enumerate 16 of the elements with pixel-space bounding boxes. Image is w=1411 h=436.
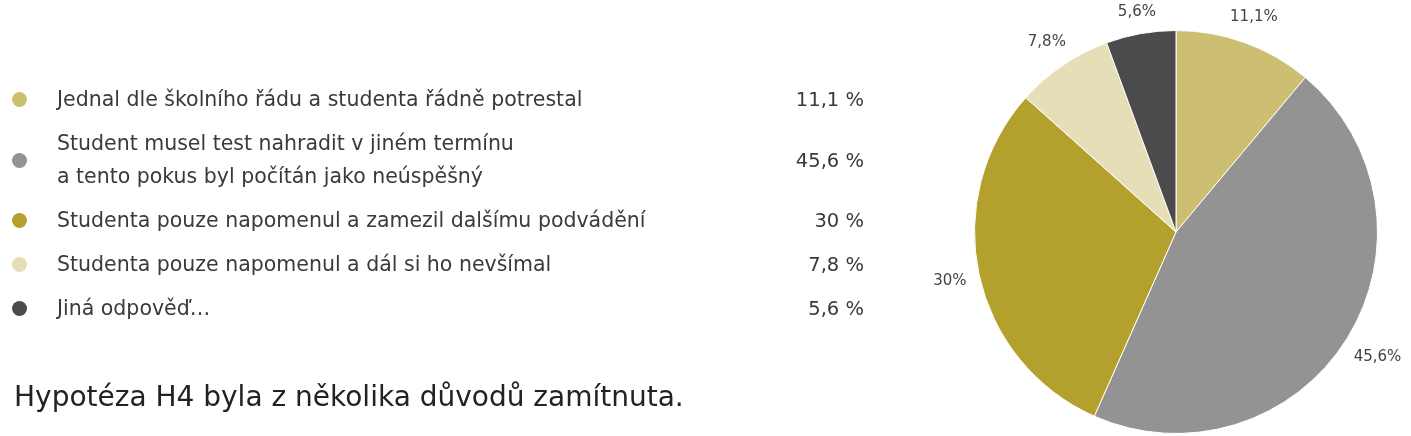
legend-label: Student musel test nahradit v jiném termínu a tento pokus byl počítán jako neúspěšný	[57, 130, 515, 190]
text: 11,1 %	[794, 87, 864, 113]
text: 30 %	[813, 208, 864, 234]
legend-label: Jiná odpověď…	[57, 295, 212, 322]
data-label: 45,6%	[1353, 347, 1402, 366]
data-label: 5,6%	[1117, 1, 1156, 20]
text: 5,6 %	[807, 296, 864, 322]
text: 45,6 %	[794, 147, 864, 174]
data-label: 11,1%	[1230, 7, 1278, 26]
legend-label: Studenta pouze napomenul a dál si ho nevšímal	[57, 251, 553, 278]
legend-label: Studenta pouze napomenul a zamezil dalšímu podvádění	[57, 207, 647, 234]
text: 7,8 %	[807, 252, 864, 278]
data-label: 7,8%	[1027, 31, 1066, 50]
legend-label: Jednal dle školního řádu a studenta řádně potrestal	[57, 86, 584, 113]
data-label: 30%	[933, 270, 967, 289]
text: Hypotéza H4 byla z několika důvodů zamítnuta.	[14, 380, 684, 413]
